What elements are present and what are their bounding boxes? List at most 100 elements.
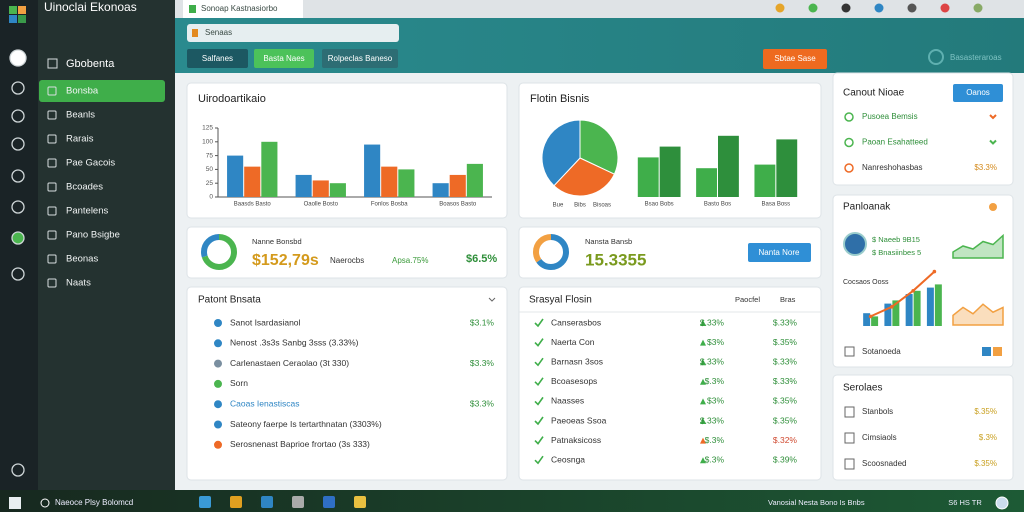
nav-item[interactable]: Pantelens bbox=[66, 206, 109, 217]
browser-icon[interactable] bbox=[940, 3, 950, 13]
filter[interactable]: Paocfel bbox=[735, 295, 760, 304]
list-row-text: Sanot Isardasianol bbox=[230, 317, 301, 327]
row-icon bbox=[214, 319, 222, 327]
kpi-value: 15.3355 bbox=[585, 250, 646, 269]
pie-slice bbox=[579, 119, 619, 175]
nav-item[interactable]: Bcoades bbox=[66, 182, 103, 193]
trend-arrow bbox=[700, 398, 706, 405]
toolbar-button[interactable] bbox=[187, 49, 248, 68]
action-button-label[interactable]: Sbtae Sase bbox=[774, 54, 816, 63]
list-row-a: $.3% bbox=[705, 376, 725, 386]
toolbar-button-label[interactable]: Salfanes bbox=[202, 54, 233, 63]
trend-arrow bbox=[700, 320, 706, 326]
toolbar-button-label[interactable]: Basta Naes bbox=[263, 54, 304, 63]
rail-icon[interactable] bbox=[11, 137, 25, 151]
rail-icon[interactable] bbox=[11, 231, 25, 245]
taskbar-search[interactable]: Naeoce Plsy Bolomcd bbox=[55, 498, 133, 507]
search-text: Senaas bbox=[205, 28, 232, 37]
pie-legend: Bue bbox=[553, 203, 564, 209]
row-text: Nanreshohasbas bbox=[862, 163, 922, 172]
card-button[interactable] bbox=[953, 84, 1003, 102]
taskbar-app[interactable] bbox=[230, 496, 242, 508]
taskbar-app[interactable] bbox=[323, 496, 335, 508]
nav-icon bbox=[47, 158, 57, 168]
card-title: Panloanak bbox=[843, 202, 891, 213]
rail-icon[interactable] bbox=[11, 200, 25, 214]
row-icon bbox=[844, 458, 855, 470]
rail-icon[interactable] bbox=[11, 169, 25, 183]
list-row-name: Patnaksicoss bbox=[551, 435, 601, 445]
taskbar-app[interactable] bbox=[261, 496, 273, 508]
trend-point bbox=[868, 314, 873, 319]
taskbar-app[interactable] bbox=[292, 496, 304, 508]
card-row: $ Naeeb 9B15 bbox=[872, 235, 920, 244]
bar bbox=[227, 155, 244, 197]
bar bbox=[432, 183, 449, 197]
rail-icon[interactable] bbox=[11, 463, 25, 477]
list-row-a: $.3% bbox=[705, 435, 725, 445]
browser-icon[interactable] bbox=[907, 3, 917, 13]
nav-item[interactable]: Beanls bbox=[66, 110, 95, 121]
nav-icon bbox=[47, 206, 57, 216]
x-tick-label: Basto Bos bbox=[704, 202, 731, 208]
row-chevron bbox=[989, 114, 997, 120]
chevron[interactable] bbox=[488, 297, 496, 302]
browser-icon[interactable] bbox=[808, 3, 818, 13]
rail-icon[interactable] bbox=[9, 49, 27, 67]
search-icon bbox=[192, 29, 198, 37]
browser-icon[interactable] bbox=[973, 3, 983, 13]
bar bbox=[466, 163, 483, 197]
card bbox=[518, 286, 822, 481]
taskbar-app[interactable] bbox=[354, 496, 366, 508]
nav-item[interactable]: Rarais bbox=[66, 134, 94, 145]
row-icon bbox=[844, 432, 855, 444]
browser-icon[interactable] bbox=[874, 3, 884, 13]
row-icon bbox=[534, 396, 544, 406]
rail-icon[interactable] bbox=[11, 81, 25, 95]
nav-icon bbox=[47, 254, 57, 264]
toolbar-button-label[interactable]: Rolpeclas Baneso bbox=[328, 54, 393, 63]
filter[interactable]: Bras bbox=[780, 295, 796, 304]
rail-icon[interactable] bbox=[11, 267, 25, 281]
rail-icon[interactable] bbox=[11, 109, 25, 123]
x-tick-label: Baasds Basto bbox=[234, 202, 272, 208]
toolbar-button[interactable] bbox=[322, 49, 398, 68]
bar bbox=[905, 294, 913, 326]
row-icon bbox=[214, 420, 222, 429]
action-button[interactable] bbox=[763, 49, 827, 69]
toolbar-button[interactable] bbox=[254, 49, 314, 68]
chart-title: Flotin Bisnis bbox=[530, 93, 590, 105]
browser-icon[interactable] bbox=[841, 3, 851, 13]
nav-icon bbox=[47, 230, 57, 240]
row-value: $.3% bbox=[979, 433, 997, 442]
browser-icon[interactable] bbox=[775, 3, 785, 13]
nav-item[interactable]: Bonsba bbox=[66, 86, 99, 97]
bar bbox=[364, 144, 381, 197]
search-box[interactable] bbox=[187, 24, 399, 42]
row-icon bbox=[214, 400, 222, 409]
nav-item[interactable]: Beonas bbox=[66, 254, 98, 265]
row-icon bbox=[534, 455, 544, 465]
avatar bbox=[843, 232, 867, 256]
row-text: Pusoea Bemsis bbox=[862, 112, 918, 121]
nav-item[interactable]: Pae Gacois bbox=[66, 158, 115, 169]
list-row-a: $3% bbox=[707, 396, 724, 406]
nav-item[interactable]: Naats bbox=[66, 278, 91, 289]
bar bbox=[754, 164, 776, 197]
row-icon bbox=[534, 416, 544, 426]
area bbox=[952, 303, 1004, 326]
browser-tab[interactable] bbox=[183, 0, 303, 18]
notification[interactable] bbox=[995, 496, 1009, 510]
kpi-button-label[interactable]: Nanta Nore bbox=[759, 248, 800, 257]
bar bbox=[863, 313, 871, 326]
bar bbox=[926, 287, 934, 326]
taskbar-app[interactable] bbox=[199, 496, 211, 508]
row-value: $.35% bbox=[974, 407, 997, 416]
card-button-label[interactable]: Oanos bbox=[966, 88, 990, 97]
kpi-button[interactable] bbox=[748, 243, 811, 262]
list-row-a: $.33% bbox=[700, 415, 725, 425]
start-button[interactable] bbox=[9, 497, 21, 509]
nav-item[interactable]: Pano Bsigbe bbox=[66, 230, 120, 241]
nav-active[interactable] bbox=[39, 80, 165, 102]
